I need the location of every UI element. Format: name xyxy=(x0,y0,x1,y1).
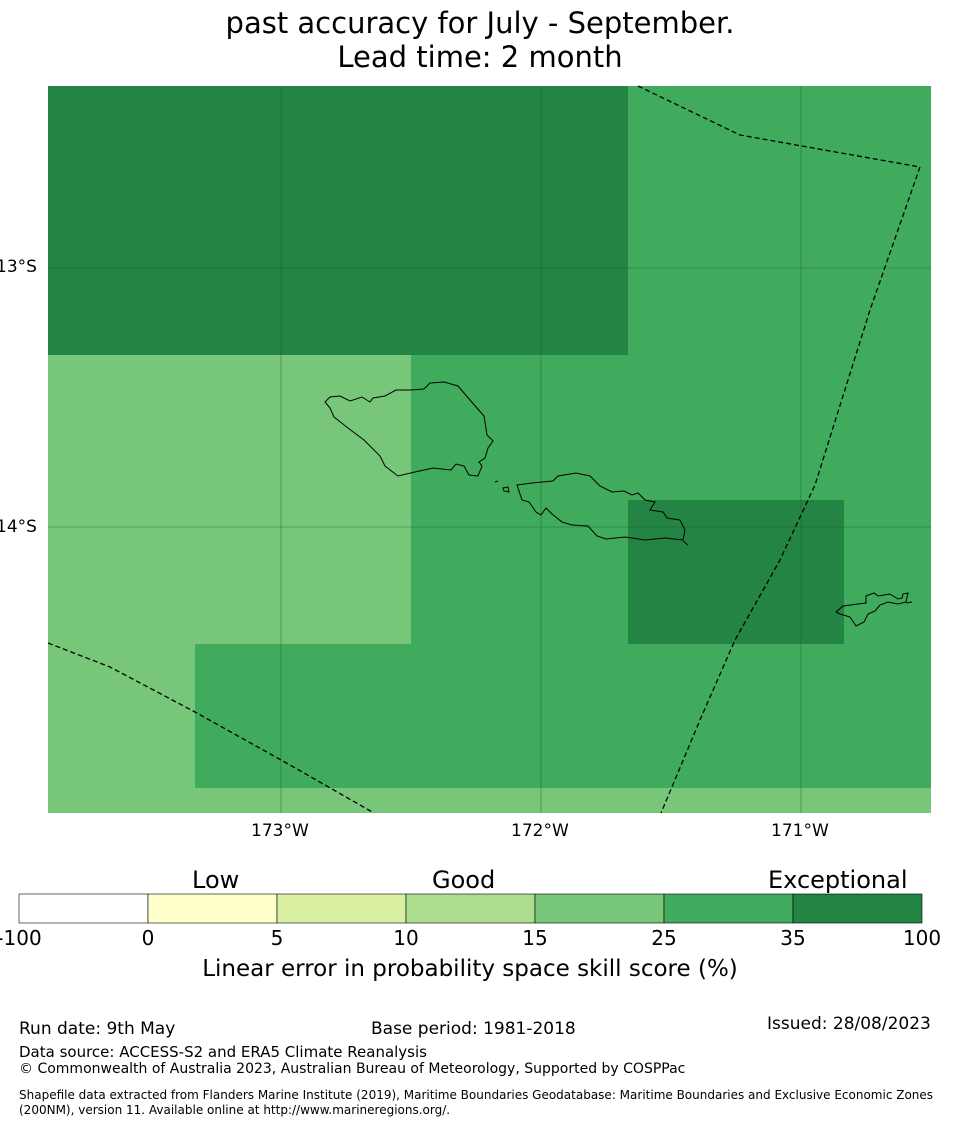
colorbar xyxy=(18,893,923,924)
shapefile-credit-line-2: (200NM), version 11. Available online at… xyxy=(19,1103,451,1117)
run-date: Run date: 9th May xyxy=(19,1019,176,1039)
region-exceptional-skill xyxy=(628,500,844,644)
upolu-island-outline xyxy=(516,472,686,541)
category-low: Low xyxy=(192,866,240,894)
category-exceptional: Exceptional xyxy=(768,866,908,894)
shapefile-credit-line-1: Shapefile data extracted from Flanders M… xyxy=(19,1088,934,1102)
copyright: © Commonwealth of Australia 2023, Austra… xyxy=(19,1061,686,1077)
colorbar-segment xyxy=(534,893,665,924)
colorbar-segment xyxy=(663,893,794,924)
tutuila-island-outline xyxy=(835,592,909,627)
apolima-islet xyxy=(502,486,510,493)
eez-boundary-southwest xyxy=(47,642,375,814)
colorbar-tick-label: 10 xyxy=(393,926,419,950)
upolu-island-tail xyxy=(682,540,689,546)
colorbar-tick-label: 0 xyxy=(141,926,155,950)
colorbar-segment xyxy=(792,893,923,924)
region-mid-skill xyxy=(195,644,931,788)
lon-label-172w: 172°W xyxy=(511,821,569,841)
colorbar-tick-label: 100 xyxy=(902,926,942,950)
region-exceptional-skill xyxy=(48,86,628,355)
colorbar-tick-label: 35 xyxy=(780,926,806,950)
colorbar-title: Linear error in probability space skill … xyxy=(202,956,738,982)
colorbar-segment xyxy=(405,893,536,924)
map-title-line-1: past accuracy for July - September. xyxy=(225,6,735,40)
eez-boundary-east xyxy=(660,166,921,814)
colorbar-tick-label: 15 xyxy=(522,926,548,950)
manono-islet xyxy=(494,480,499,483)
lat-label-13s: 13°S xyxy=(0,257,37,277)
colorbar-segment xyxy=(147,893,278,924)
colorbar-tick-label: 5 xyxy=(270,926,284,950)
lat-label-14s: 14°S xyxy=(0,517,37,537)
colorbar-segment xyxy=(276,893,407,924)
region-mid-skill xyxy=(628,86,931,355)
data-source: Data source: ACCESS-S2 and ERA5 Climate … xyxy=(19,1043,427,1061)
lon-label-173w: 173°W xyxy=(251,821,309,841)
eez-boundary-north xyxy=(637,85,921,168)
lon-label-171w: 171°W xyxy=(771,821,829,841)
colorbar-tick-label: -100 xyxy=(0,926,42,950)
savaii-island-outline xyxy=(324,381,494,477)
issued-date: Issued: 28/08/2023 xyxy=(767,1014,931,1034)
category-good: Good xyxy=(432,866,496,894)
aunuu-islet xyxy=(905,601,913,604)
map-title-line-2: Lead time: 2 month xyxy=(337,40,623,74)
base-period: Base period: 1981-2018 xyxy=(371,1019,576,1039)
colorbar-tick-label: 25 xyxy=(651,926,677,950)
colorbar-segment xyxy=(18,893,149,924)
